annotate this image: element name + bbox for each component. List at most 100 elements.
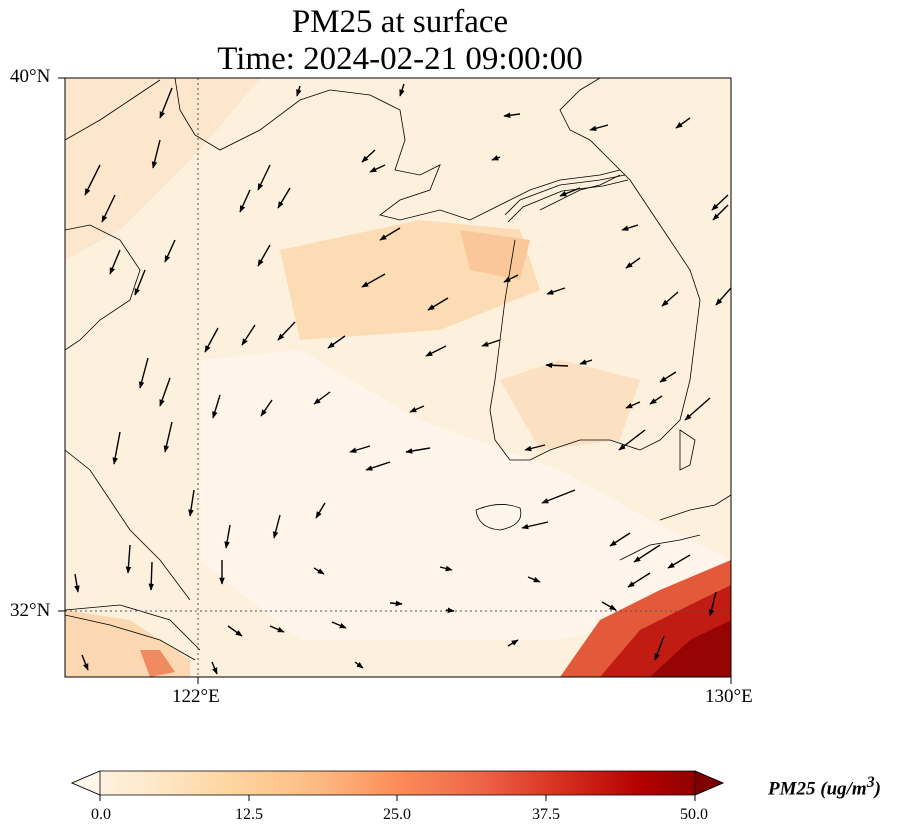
wind-arrow	[601, 601, 617, 611]
wind-arrow	[524, 444, 546, 452]
wind-arrow	[211, 661, 218, 675]
wind-arrow	[204, 327, 219, 353]
pm25-moderate-area	[500, 360, 640, 450]
wind-arrow	[491, 155, 501, 161]
map-time-subtitle: Time: 2024-02-21 09:00:00	[217, 41, 583, 77]
wind-arrow	[269, 625, 285, 633]
wind-arrow	[84, 164, 101, 196]
wind-arrow	[625, 257, 641, 269]
wind-arrow	[257, 164, 271, 191]
wind-arrow	[546, 287, 566, 295]
wind-arrow	[649, 395, 663, 405]
lon-label-east: 130°E	[705, 686, 753, 707]
wind-arrow	[151, 139, 161, 169]
wind-arrow	[241, 324, 256, 346]
wind-arrow	[633, 544, 661, 563]
wind-arrow	[425, 345, 447, 357]
wind-arrow	[445, 607, 455, 613]
wind-arrow	[361, 149, 376, 163]
wind-arrow	[503, 274, 519, 283]
colorbar-ticks	[99, 795, 696, 801]
wind-arrow	[389, 600, 403, 607]
colorbar-extend-high	[694, 770, 725, 796]
wind-arrow	[134, 269, 146, 296]
wind-arrow	[589, 124, 609, 132]
wind-arrow	[409, 405, 425, 413]
colorbar-tick-label: 25.0	[383, 806, 411, 823]
wind-arrow	[148, 561, 155, 591]
wind-arrow	[503, 112, 521, 118]
wind-arrow	[715, 287, 731, 306]
wind-arrow	[507, 639, 519, 647]
wind-arrow	[239, 189, 251, 213]
wind-arrow	[545, 362, 569, 369]
pm25-high-area	[140, 650, 175, 677]
colorbar-title: PM25 (ug/m3)	[768, 774, 881, 800]
pm25-elevated-area	[460, 230, 530, 280]
wind-arrow	[163, 421, 173, 453]
wind-arrow	[427, 297, 449, 311]
wind-arrow	[399, 83, 405, 97]
wind-arrow	[527, 576, 541, 583]
wind-arrow	[365, 461, 391, 471]
wind-arrow	[313, 391, 331, 405]
lat-label-south: 32°N	[10, 600, 51, 621]
korea-dmz-border	[504, 174, 629, 223]
wind-arrow	[711, 194, 729, 211]
wind-arrow	[361, 273, 386, 288]
wind-arrow	[277, 187, 291, 209]
wind-arrow	[379, 227, 401, 241]
wind-arrow	[354, 661, 364, 669]
wind-arrow	[481, 339, 501, 347]
colorbar-tick-label: 12.5	[235, 806, 263, 823]
wind-arrow	[559, 187, 581, 197]
map-title: PM25 at surface	[291, 4, 509, 40]
wind-arrow	[625, 401, 641, 409]
wind-arrow	[112, 431, 121, 465]
coastlines	[65, 78, 731, 661]
axis-ticks	[58, 77, 732, 684]
wind-arrow	[654, 635, 665, 661]
wind-arrow	[296, 85, 302, 97]
wind-arrow	[712, 204, 729, 221]
wind-arrow	[224, 524, 231, 549]
colorbar-tick-label: 50.0	[680, 806, 708, 823]
wind-arrow	[675, 117, 691, 129]
wind-arrow	[369, 164, 386, 173]
colorbar-extend-low	[70, 770, 101, 796]
wind-arrow	[81, 654, 89, 671]
wind-arrow	[125, 544, 132, 574]
wind-arrow	[272, 514, 281, 539]
wind-arrow	[618, 429, 646, 451]
wind-arrow	[277, 321, 296, 341]
map-frame	[64, 77, 732, 678]
wind-arrow	[212, 394, 221, 419]
wind-arrow	[684, 397, 711, 421]
wind-arrow	[521, 521, 549, 530]
wind-arrow	[260, 399, 273, 417]
wind-arrow	[315, 502, 326, 519]
wind-arrow	[609, 532, 631, 547]
wind-arrow	[257, 244, 271, 267]
wind-arrow	[159, 377, 171, 407]
wind-arrow	[164, 239, 176, 263]
wind-arrow	[541, 489, 576, 504]
wind-arrow	[109, 249, 121, 275]
colorbar-tick-label: 0.0	[91, 806, 111, 823]
pm25-moderate-area	[65, 78, 260, 260]
wind-vectors	[74, 83, 731, 675]
wind-arrow	[327, 335, 346, 349]
lat-label-north: 40°N	[10, 66, 51, 87]
wind-arrow	[313, 567, 325, 575]
colorbar	[70, 770, 725, 796]
wind-arrow	[74, 573, 80, 593]
wind-arrow	[349, 445, 371, 453]
wind-arrow	[661, 291, 679, 307]
wind-arrow	[439, 565, 453, 572]
wind-arrow	[227, 625, 243, 637]
pm25-low-area	[200, 350, 731, 640]
wind-arrow	[667, 554, 691, 569]
wind-arrow	[101, 194, 116, 223]
wind-arrow	[405, 447, 431, 454]
